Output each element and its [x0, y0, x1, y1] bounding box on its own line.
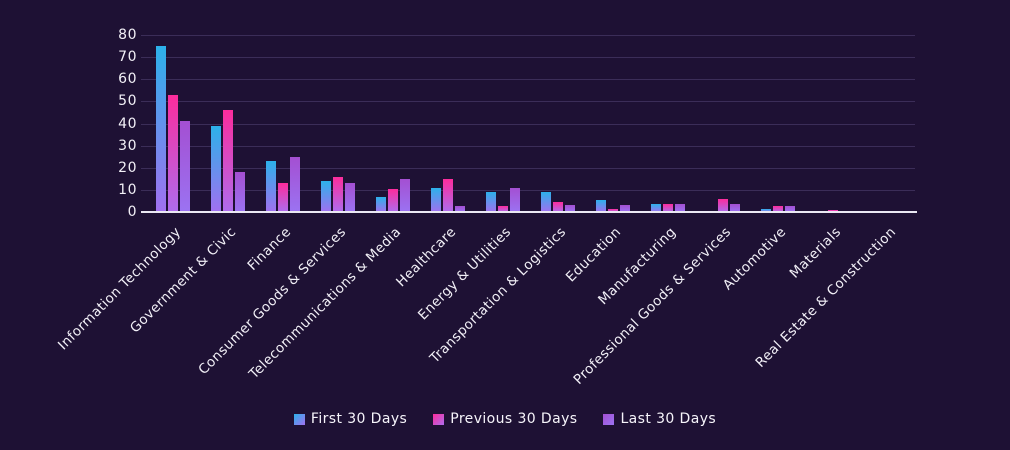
bar-group	[595, 199, 630, 212]
bar-group	[375, 178, 410, 212]
bar[interactable]	[509, 187, 520, 212]
y-tick-label: 80	[118, 27, 137, 43]
bar[interactable]	[662, 204, 673, 212]
bar[interactable]	[320, 181, 331, 212]
bar[interactable]	[442, 178, 453, 212]
gridline	[141, 145, 915, 147]
bar[interactable]	[179, 121, 190, 212]
bar-group	[650, 204, 685, 212]
bar[interactable]	[332, 176, 343, 212]
bar[interactable]	[485, 192, 496, 212]
y-tick-label: 30	[118, 137, 137, 154]
y-tick-label: 50	[118, 93, 137, 110]
legend-item[interactable]: Previous 30 Days	[433, 411, 577, 427]
bar-group	[430, 178, 465, 212]
bar[interactable]	[619, 205, 630, 212]
bar[interactable]	[772, 206, 783, 212]
bar-group	[706, 198, 740, 212]
y-tick-label: 20	[118, 159, 137, 176]
legend-label: First 30 Days	[310, 411, 408, 427]
gridline	[141, 189, 915, 191]
x-axis-line	[141, 211, 917, 213]
bar[interactable]	[454, 206, 465, 212]
bar[interactable]	[540, 192, 551, 212]
bar[interactable]	[167, 94, 178, 212]
legend-item[interactable]: Last 30 Days	[603, 411, 716, 427]
bar-group	[760, 206, 795, 212]
bar[interactable]	[552, 202, 563, 212]
bar[interactable]	[827, 209, 838, 212]
bar[interactable]	[729, 204, 740, 212]
bar-group	[265, 156, 300, 212]
gridline	[141, 101, 915, 103]
y-tick-label: 10	[118, 181, 137, 198]
bar[interactable]	[277, 183, 288, 212]
bar[interactable]	[650, 204, 661, 212]
bar[interactable]	[265, 161, 276, 212]
bar[interactable]	[399, 178, 410, 212]
gridline	[141, 35, 915, 36]
bar[interactable]	[155, 46, 166, 212]
y-tick-label: 0	[127, 204, 137, 220]
bar-group	[210, 110, 245, 212]
bar[interactable]	[387, 188, 398, 212]
bar[interactable]	[234, 172, 245, 212]
legend-swatch-icon	[433, 413, 445, 425]
bar[interactable]	[430, 187, 441, 212]
bar[interactable]	[210, 125, 221, 212]
gridline	[141, 123, 915, 125]
legend-label: Last 30 Days	[620, 411, 717, 427]
bar[interactable]	[674, 204, 685, 212]
y-tick-label: 40	[118, 115, 137, 132]
bar-group	[320, 176, 355, 212]
legend-swatch-icon	[293, 413, 305, 425]
bar[interactable]	[784, 206, 795, 212]
bar[interactable]	[222, 110, 233, 212]
bar-group	[816, 209, 850, 212]
legend: First 30 Days Previous 30 Days Last 30 Day…	[0, 411, 1010, 427]
bar-group	[155, 46, 190, 212]
bar[interactable]	[717, 198, 728, 212]
bar[interactable]	[595, 199, 606, 212]
bar-group	[540, 192, 575, 212]
y-tick-label: 70	[118, 49, 137, 66]
bar[interactable]	[375, 196, 386, 212]
bar[interactable]	[760, 208, 771, 212]
y-tick-label: 60	[118, 71, 137, 88]
bar[interactable]	[344, 183, 355, 212]
bar[interactable]	[497, 206, 508, 212]
bar[interactable]	[607, 208, 618, 212]
legend-item[interactable]: First 30 Days	[293, 411, 408, 427]
bar-group	[485, 187, 520, 212]
legend-swatch-icon	[603, 413, 615, 425]
gridline	[141, 79, 915, 81]
bar[interactable]	[564, 205, 575, 212]
legend-label: Previous 30 Days	[450, 411, 578, 427]
bar[interactable]	[289, 156, 300, 212]
gridline	[141, 167, 915, 169]
gridline	[141, 57, 915, 59]
plot-area	[141, 35, 915, 212]
